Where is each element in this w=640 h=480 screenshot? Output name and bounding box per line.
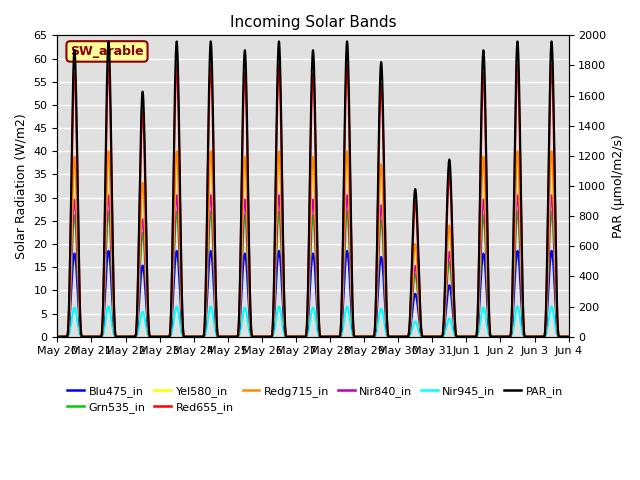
PAR_in (157, 334, 165, 340)
Nir945_in (157, 334, 165, 340)
Redg715_in (157, 334, 165, 340)
Redg715_in (564, 334, 572, 340)
Nir840_in (163, 334, 171, 340)
Blu475_in (383, 330, 391, 336)
Yel580_in (383, 325, 391, 331)
Line: PAR_in: PAR_in (58, 41, 568, 337)
Nir840_in (564, 334, 572, 340)
Redg715_in (163, 334, 171, 340)
Yel580_in (245, 266, 253, 272)
Yel580_in (564, 334, 572, 340)
Blu475_in (564, 334, 572, 340)
Nir945_in (456, 334, 463, 340)
Yel580_in (163, 334, 171, 340)
Blu475_in (163, 334, 171, 340)
Nir945_in (54, 334, 61, 340)
PAR_in (456, 334, 463, 340)
Nir945_in (563, 334, 571, 340)
Line: Nir945_in: Nir945_in (58, 307, 568, 337)
Red655_in (548, 62, 556, 68)
Blu475_in (157, 334, 165, 340)
Line: Red655_in: Red655_in (58, 65, 568, 337)
Line: Nir840_in: Nir840_in (58, 195, 568, 337)
Nir945_in (383, 333, 391, 339)
Nir840_in (54, 334, 61, 340)
Line: Redg715_in: Redg715_in (58, 151, 568, 337)
Line: Blu475_in: Blu475_in (58, 251, 568, 337)
Grn535_in (564, 334, 572, 340)
Redg715_in (563, 334, 571, 340)
Redg715_in (456, 334, 463, 340)
Red655_in (54, 334, 61, 340)
PAR_in (54, 334, 61, 340)
Nir945_in (564, 334, 572, 340)
Grn535_in (548, 209, 556, 215)
PAR_in (563, 334, 571, 340)
Redg715_in (548, 148, 556, 154)
Yel580_in (548, 153, 556, 159)
PAR_in (564, 334, 572, 340)
Redg715_in (245, 264, 253, 270)
Grn535_in (54, 334, 61, 340)
Blu475_in (54, 334, 61, 340)
Nir840_in (456, 334, 463, 340)
Nir945_in (245, 324, 253, 330)
Yel580_in (157, 334, 165, 340)
Grn535_in (157, 334, 165, 340)
Red655_in (157, 334, 165, 340)
Red655_in (564, 334, 572, 340)
Legend: Blu475_in, Grn535_in, Yel580_in, Red655_in, Redg715_in, Nir840_in, Nir945_in, PA: Blu475_in, Grn535_in, Yel580_in, Red655_… (63, 382, 567, 418)
Nir840_in (157, 334, 165, 340)
Title: Incoming Solar Bands: Incoming Solar Bands (230, 15, 396, 30)
Redg715_in (383, 325, 391, 331)
PAR_in (245, 224, 253, 229)
PAR_in (383, 320, 391, 326)
Nir840_in (383, 327, 391, 333)
Red655_in (563, 334, 571, 340)
Blu475_in (563, 334, 571, 340)
Red655_in (163, 334, 171, 340)
Y-axis label: Solar Radiation (W/m2): Solar Radiation (W/m2) (15, 113, 28, 259)
Grn535_in (383, 328, 391, 334)
Nir840_in (548, 192, 556, 198)
Nir840_in (245, 281, 253, 287)
Blu475_in (548, 248, 556, 254)
PAR_in (548, 38, 556, 44)
Nir945_in (548, 304, 556, 310)
Grn535_in (563, 334, 571, 340)
Blu475_in (456, 334, 463, 340)
Line: Yel580_in: Yel580_in (58, 156, 568, 337)
Red655_in (245, 232, 253, 238)
Redg715_in (54, 334, 61, 340)
Text: SW_arable: SW_arable (70, 45, 144, 58)
Yel580_in (563, 334, 571, 340)
PAR_in (163, 334, 171, 340)
Yel580_in (54, 334, 61, 340)
Red655_in (456, 334, 463, 340)
Nir945_in (163, 334, 171, 340)
Blu475_in (245, 302, 253, 308)
Line: Grn535_in: Grn535_in (58, 212, 568, 337)
Nir840_in (563, 334, 571, 340)
Grn535_in (456, 334, 463, 340)
Red655_in (383, 322, 391, 327)
Grn535_in (245, 287, 253, 293)
Grn535_in (163, 334, 171, 340)
Yel580_in (456, 334, 463, 340)
Y-axis label: PAR (µmol/m2/s): PAR (µmol/m2/s) (612, 134, 625, 238)
